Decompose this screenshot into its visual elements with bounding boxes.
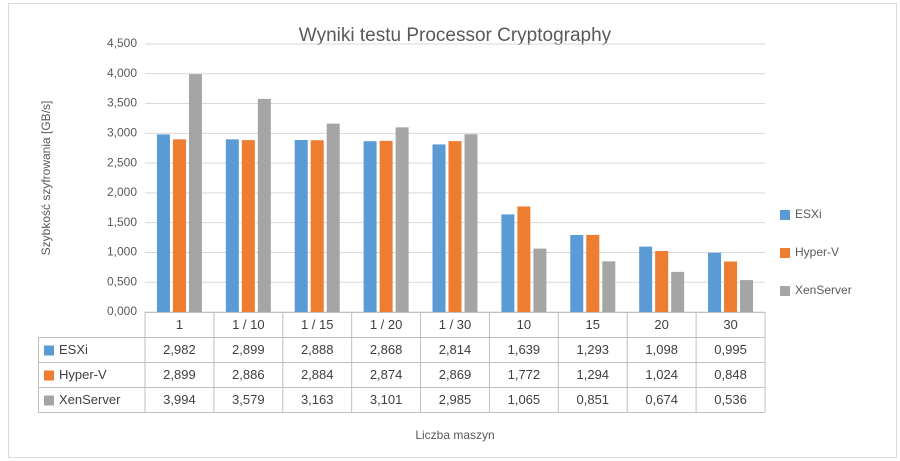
y-tick-label: 3,500 — [107, 96, 137, 110]
bar — [517, 206, 531, 312]
bar — [379, 140, 393, 312]
legend-key — [780, 248, 790, 258]
bar — [464, 134, 478, 312]
table-cell: 1,098 — [645, 342, 678, 357]
table-legend-key — [44, 370, 54, 381]
bar — [724, 261, 738, 312]
table-row-header: Hyper-V — [59, 367, 107, 382]
table-cell: 2,886 — [232, 367, 265, 382]
bar — [310, 140, 324, 312]
y-tick-label: 1,000 — [107, 245, 137, 259]
bar — [432, 144, 446, 312]
bar — [448, 141, 462, 312]
table-cell: 1,294 — [577, 367, 610, 382]
bar — [241, 140, 255, 312]
table-cell: 2,868 — [370, 342, 403, 357]
bar — [740, 280, 754, 312]
legend-label: ESXi — [795, 207, 822, 221]
x-tick-label: 10 — [517, 317, 531, 332]
x-tick-label: 1 / 30 — [439, 317, 472, 332]
y-tick-label: 2,500 — [107, 155, 137, 169]
bar — [570, 234, 584, 312]
bar — [257, 98, 271, 312]
table-cell: 1,772 — [508, 367, 541, 382]
table-cell: 1,639 — [508, 342, 541, 357]
bar — [671, 271, 685, 312]
bar — [326, 123, 340, 312]
table-cell: 0,536 — [714, 392, 747, 407]
bar — [655, 251, 669, 312]
bar — [586, 234, 600, 312]
bar — [294, 140, 308, 312]
table-cell: 2,982 — [163, 342, 196, 357]
table-legend-key — [44, 395, 54, 406]
table-cell: 0,995 — [714, 342, 747, 357]
table-row-header: ESXi — [59, 342, 88, 357]
bar — [188, 74, 202, 313]
x-tick-label: 1 / 10 — [232, 317, 265, 332]
y-tick-label: 2,000 — [107, 185, 137, 199]
bar — [602, 261, 616, 312]
table-cell: 0,848 — [714, 367, 747, 382]
chart-title: Wyniki testu Processor Cryptography — [299, 25, 612, 46]
table-cell: 3,163 — [301, 392, 334, 407]
x-tick-label: 30 — [723, 317, 737, 332]
table-cell: 3,101 — [370, 392, 403, 407]
legend-key — [780, 210, 790, 220]
bar — [501, 214, 515, 312]
bar — [533, 248, 547, 312]
bar — [708, 252, 722, 312]
y-tick-label: 4,000 — [107, 66, 137, 80]
table-cell: 3,994 — [163, 392, 196, 407]
y-axis-title: Szybkość szyfrowania [GB/s] — [39, 101, 53, 256]
table-cell: 2,874 — [370, 367, 403, 382]
legend-label: Hyper-V — [795, 245, 839, 259]
table-cell: 2,888 — [301, 342, 334, 357]
legend-label: XenServer — [795, 283, 852, 297]
y-tick-label: 4,500 — [107, 36, 137, 50]
table-cell: 2,814 — [439, 342, 472, 357]
y-tick-label: 1,500 — [107, 215, 137, 229]
table-cell: 2,985 — [439, 392, 472, 407]
table-cell: 1,024 — [645, 367, 678, 382]
table-cell: 3,579 — [232, 392, 265, 407]
table-row-header: XenServer — [59, 392, 121, 407]
table-cell: 0,674 — [645, 392, 678, 407]
table-cell: 2,899 — [232, 342, 265, 357]
table-cell: 0,851 — [577, 392, 610, 407]
bar — [363, 141, 377, 312]
table-cell: 2,869 — [439, 367, 472, 382]
legend-key — [780, 286, 790, 296]
bar — [395, 127, 409, 312]
x-tick-label: 1 — [176, 317, 183, 332]
table-cell: 1,065 — [508, 392, 541, 407]
y-tick-label: 0,500 — [107, 274, 137, 288]
table-cell: 2,884 — [301, 367, 334, 382]
y-tick-label: 0,000 — [107, 304, 137, 318]
bar — [639, 246, 653, 312]
bar — [172, 139, 186, 312]
bar — [225, 139, 239, 312]
table-legend-key — [44, 345, 54, 356]
x-tick-label: 1 / 15 — [301, 317, 334, 332]
x-tick-label: 15 — [586, 317, 600, 332]
table-cell: 1,293 — [577, 342, 610, 357]
bar — [156, 134, 170, 312]
table-cell: 2,899 — [163, 367, 196, 382]
x-tick-label: 20 — [654, 317, 668, 332]
y-tick-label: 3,000 — [107, 126, 137, 140]
x-tick-label: 1 / 20 — [370, 317, 403, 332]
x-axis-title: Liczba maszyn — [415, 428, 494, 442]
